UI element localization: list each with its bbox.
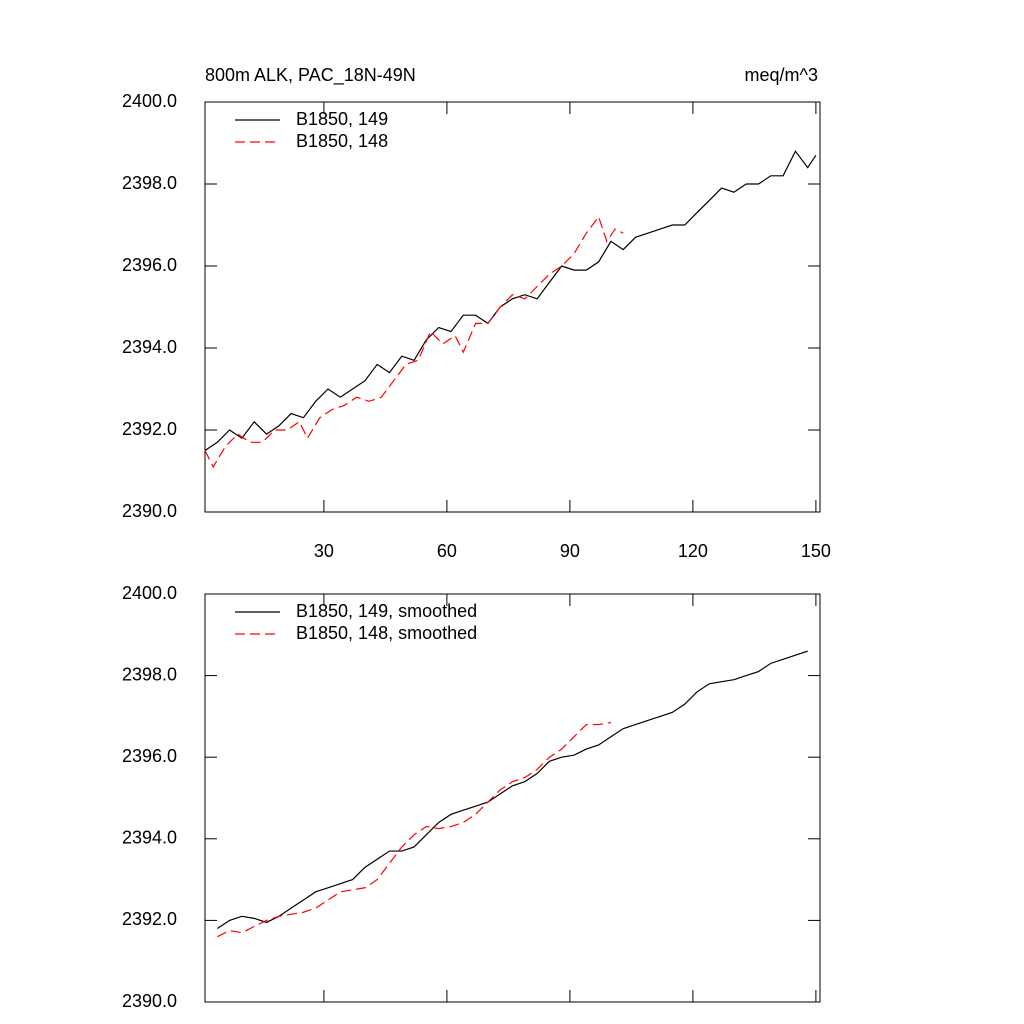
units-label: meq/m^3 [745,65,818,85]
y-tick-label: 2394.0 [122,337,177,357]
legend-label: B1850, 149 [296,109,388,129]
y-tick-label: 2390.0 [122,501,177,521]
x-tick-label: 150 [801,541,831,561]
series-line [204,215,624,469]
y-tick-label: 2396.0 [122,746,177,766]
x-tick-label: 60 [437,541,457,561]
y-tick-label: 2392.0 [122,419,177,439]
x-tick-label: 120 [678,541,708,561]
y-tick-label: 2392.0 [122,909,177,929]
y-tick-label: 2398.0 [122,173,177,193]
legend-label: B1850, 149, smoothed [296,601,477,621]
x-tick-label: 30 [314,541,334,561]
y-tick-label: 2394.0 [122,828,177,848]
series-line [217,721,611,938]
legend-label: B1850, 148, smoothed [296,623,477,643]
y-tick-label: 2400.0 [122,91,177,111]
plot-frame [204,101,821,513]
plot-frame [204,593,821,1003]
y-tick-label: 2398.0 [122,664,177,684]
chart-title: 800m ALK, PAC_18N-49N [205,65,416,86]
series-line [216,650,808,930]
y-tick-label: 2400.0 [122,583,177,603]
y-tick-label: 2390.0 [122,991,177,1011]
x-tick-label: 90 [560,541,580,561]
series-line [204,150,817,451]
y-tick-label: 2396.0 [122,255,177,275]
legend-label: B1850, 148 [296,131,388,151]
